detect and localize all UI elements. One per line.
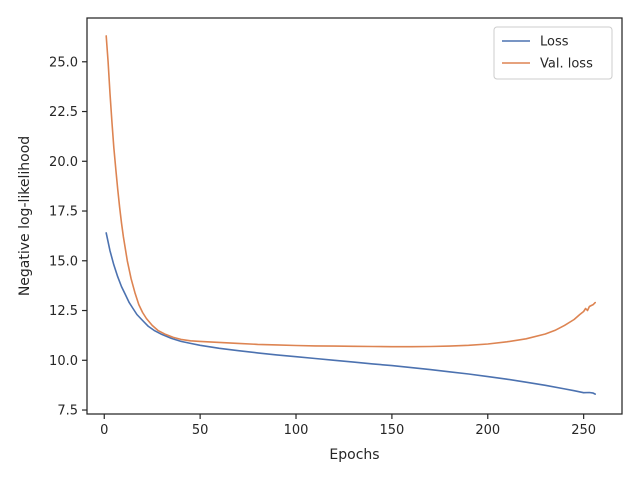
- x-tick-label: 150: [379, 423, 404, 438]
- y-axis-label: Negative log-likelihood: [17, 136, 33, 296]
- y-tick-label: 10.0: [49, 354, 78, 369]
- y-tick-label: 15.0: [49, 254, 78, 269]
- series-line-loss: [105, 232, 596, 395]
- y-tick-label: 12.5: [49, 304, 78, 319]
- legend: Loss Val. loss: [493, 26, 613, 80]
- series-line-val-loss: [105, 35, 596, 348]
- y-axis: 7.5 10.0 12.5 15.0 17.5 20.0 22.5 25.0: [49, 55, 87, 419]
- y-tick-label: 22.5: [49, 105, 78, 120]
- y-tick-label: 7.5: [57, 404, 78, 419]
- legend-label: Val. loss: [540, 57, 593, 72]
- x-axis: 0 50 100 150 200 250: [100, 414, 596, 438]
- y-tick-label: 25.0: [49, 55, 78, 70]
- x-tick-label: 50: [192, 423, 209, 438]
- y-tick-label: 20.0: [49, 155, 78, 170]
- y-tick-label: 17.5: [49, 205, 78, 220]
- x-tick-label: 200: [475, 423, 500, 438]
- x-tick-label: 0: [100, 423, 108, 438]
- legend-box: [493, 26, 613, 80]
- x-axis-label: Epochs: [329, 447, 379, 463]
- x-tick-label: 250: [571, 423, 596, 438]
- plot-area: [105, 35, 596, 395]
- x-tick-label: 100: [284, 423, 309, 438]
- legend-label: Loss: [540, 35, 569, 50]
- axes-frame: [86, 17, 623, 415]
